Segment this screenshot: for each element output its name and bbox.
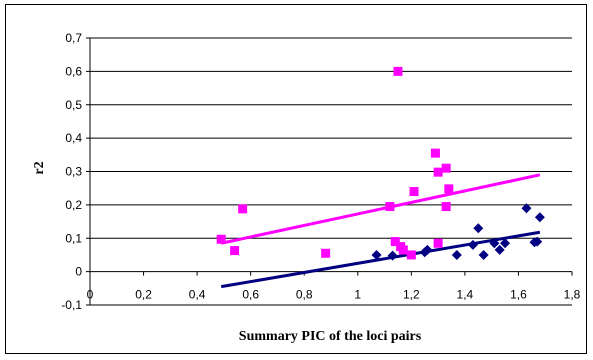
data-point-square <box>238 204 248 214</box>
data-point-diamond <box>489 238 500 249</box>
x-tick-label: 1,6 <box>510 288 527 302</box>
y-tick-label: 0,4 <box>65 131 82 145</box>
data-point-diamond <box>532 236 543 247</box>
x-tick-label: 0 <box>87 288 94 302</box>
x-tick-label: 1,8 <box>564 288 581 302</box>
y-tick-label: -0,1 <box>61 298 82 312</box>
data-point-square <box>393 66 403 76</box>
y-tick-label: 0,3 <box>65 165 82 179</box>
data-point-square <box>444 184 454 194</box>
x-tick-label: 0,2 <box>135 288 152 302</box>
data-point-square <box>409 187 419 197</box>
data-point-square <box>398 245 408 255</box>
data-point-square <box>433 167 443 177</box>
data-point-diamond <box>478 249 489 260</box>
x-tick-label: 0,8 <box>296 288 313 302</box>
data-point-square <box>406 250 416 260</box>
data-point-diamond <box>451 249 462 260</box>
trendline <box>220 173 541 245</box>
x-tick-label: 1 <box>354 288 361 302</box>
data-point-square <box>441 163 451 173</box>
data-point-square <box>230 246 240 256</box>
data-points <box>216 66 545 261</box>
data-point-square <box>441 202 451 212</box>
data-point-square <box>430 148 440 158</box>
data-point-square <box>390 237 400 247</box>
data-point-diamond <box>500 238 511 249</box>
data-point-diamond <box>387 250 398 261</box>
data-point-square <box>321 248 331 258</box>
data-point-square <box>385 202 395 212</box>
y-tick-label: 0,1 <box>65 231 82 245</box>
data-point-diamond <box>534 212 545 223</box>
data-point-diamond <box>494 244 505 255</box>
data-point-diamond <box>371 249 382 260</box>
y-tick-label: 0,7 <box>65 31 82 45</box>
data-point-diamond <box>473 223 484 234</box>
x-axis-title: Summary PIC of the loci pairs <box>239 329 422 344</box>
data-point-diamond <box>422 244 433 255</box>
data-point-square <box>216 234 226 244</box>
y-tick-label: 0,5 <box>65 98 82 112</box>
x-tick-label: 1,4 <box>457 288 474 302</box>
trendline <box>220 230 541 289</box>
chart-frame <box>5 4 587 354</box>
data-point-square <box>433 238 443 248</box>
data-point-diamond <box>521 203 532 214</box>
y-axis-title: r2 <box>32 161 47 174</box>
trendlines <box>220 173 541 289</box>
tick-labels: -0,1 0 0,1 0,2 0,3 0,4 0,5 0,6 0,7 0 0,2 0,4 0,6 0,8 1… <box>61 31 580 312</box>
x-tick-label: 1,2 <box>403 288 420 302</box>
y-tick-label: 0,6 <box>65 64 82 78</box>
axes <box>86 37 573 306</box>
x-tick-label: 0,4 <box>189 288 206 302</box>
y-tick-label: 0 <box>75 265 82 279</box>
y-tick-label: 0,2 <box>65 198 82 212</box>
x-tick-label: 0,6 <box>242 288 259 302</box>
gridlines <box>90 37 572 306</box>
data-point-diamond <box>467 239 478 250</box>
